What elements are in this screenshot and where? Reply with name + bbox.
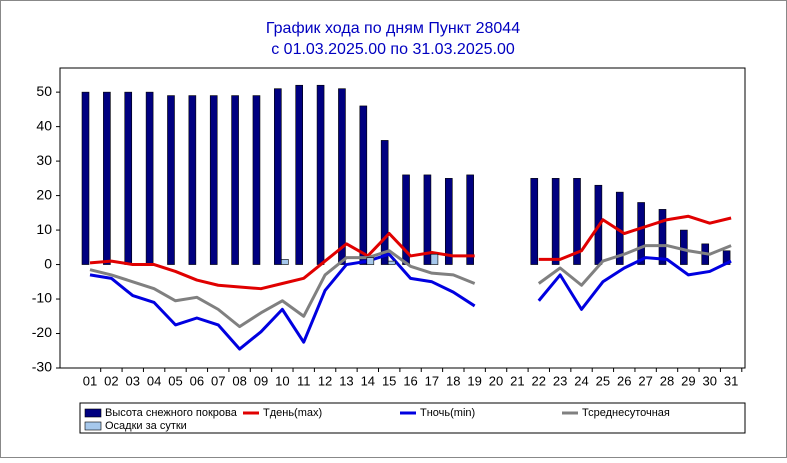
bar	[145, 91, 154, 265]
x-tick-label: 19	[467, 373, 481, 388]
x-tick-label: 06	[190, 373, 204, 388]
x-tick-label: 20	[489, 373, 503, 388]
bar	[274, 88, 282, 265]
x-tick-label: 22	[532, 373, 546, 388]
y-tick-label: 10	[36, 221, 52, 237]
y-tick-label: -10	[32, 290, 52, 306]
legend-label: Высота снежного покрова	[105, 407, 238, 419]
bar	[637, 202, 645, 265]
bar	[573, 178, 581, 265]
x-tick-label: 26	[617, 373, 631, 388]
x-tick-label: 16	[403, 373, 417, 388]
y-tick-label: 0	[44, 255, 52, 271]
x-tick-label: 17	[425, 373, 439, 388]
x-tick-label: 10	[275, 373, 289, 388]
x-tick-label: 24	[574, 373, 588, 388]
bar	[466, 174, 474, 265]
bar	[551, 178, 560, 265]
bar	[366, 257, 375, 265]
bar	[380, 140, 389, 265]
y-tick-label: 30	[36, 152, 52, 168]
legend-label: Осадки за сутки	[105, 420, 187, 432]
bar	[430, 253, 439, 265]
x-tick-label: 14	[361, 373, 375, 388]
chart-title: График хода по дням Пункт 28044	[266, 20, 520, 37]
legend-swatch	[84, 421, 102, 431]
x-tick-label: 31	[724, 373, 738, 388]
x-tick-label: 15	[382, 373, 396, 388]
bar	[188, 95, 197, 265]
legend	[79, 402, 746, 434]
y-tick-label: -20	[32, 324, 52, 340]
y-tick-label: -30	[32, 359, 52, 375]
x-tick-label: 02	[104, 373, 118, 388]
x-tick-label: 28	[660, 373, 674, 388]
bar	[530, 178, 539, 265]
x-tick-label: 01	[83, 373, 97, 388]
x-tick-label: 07	[211, 373, 225, 388]
y-tick-label: 20	[36, 186, 52, 202]
x-tick-label: 30	[702, 373, 716, 388]
x-tick-label: 12	[318, 373, 332, 388]
x-tick-label: 03	[126, 373, 140, 388]
x-tick-label: 25	[596, 373, 610, 388]
x-tick-label: 08	[232, 373, 246, 388]
x-tick-label: 04	[147, 373, 161, 388]
legend-label: Тсреднесуточная	[582, 407, 670, 419]
line	[89, 214, 732, 291]
legend-label: Тдень(max)	[263, 407, 322, 419]
bar	[209, 95, 218, 265]
legend-label: Тночь(min)	[420, 407, 475, 419]
bar	[444, 178, 453, 265]
x-tick-label: 09	[254, 373, 268, 388]
bar	[423, 174, 432, 265]
x-tick-label: 29	[681, 373, 695, 388]
bar	[231, 95, 239, 265]
bar	[81, 91, 90, 265]
bar	[680, 229, 688, 265]
y-tick-label: 40	[36, 117, 52, 133]
x-tick-label: 13	[339, 373, 353, 388]
x-tick-label: 21	[510, 373, 524, 388]
chart-subtitle: с 01.03.2025.00 по 31.03.2025.00	[271, 41, 515, 58]
x-tick-label: 23	[553, 373, 567, 388]
bar	[252, 95, 261, 265]
bar	[658, 209, 667, 265]
x-tick-label: 05	[168, 373, 182, 388]
bar	[295, 84, 304, 265]
bar	[359, 105, 368, 265]
x-tick-label: 11	[297, 373, 311, 388]
line	[89, 252, 732, 351]
bar	[167, 95, 175, 265]
legend-swatch	[84, 408, 102, 418]
bar	[103, 91, 111, 265]
bar	[316, 84, 325, 265]
bar	[387, 260, 396, 265]
x-tick-label: 18	[446, 373, 460, 388]
line	[89, 244, 732, 329]
y-tick-label: 50	[36, 83, 52, 99]
bar	[124, 91, 133, 265]
bar	[281, 259, 289, 265]
x-tick-label: 27	[638, 373, 652, 388]
bar	[338, 88, 346, 265]
